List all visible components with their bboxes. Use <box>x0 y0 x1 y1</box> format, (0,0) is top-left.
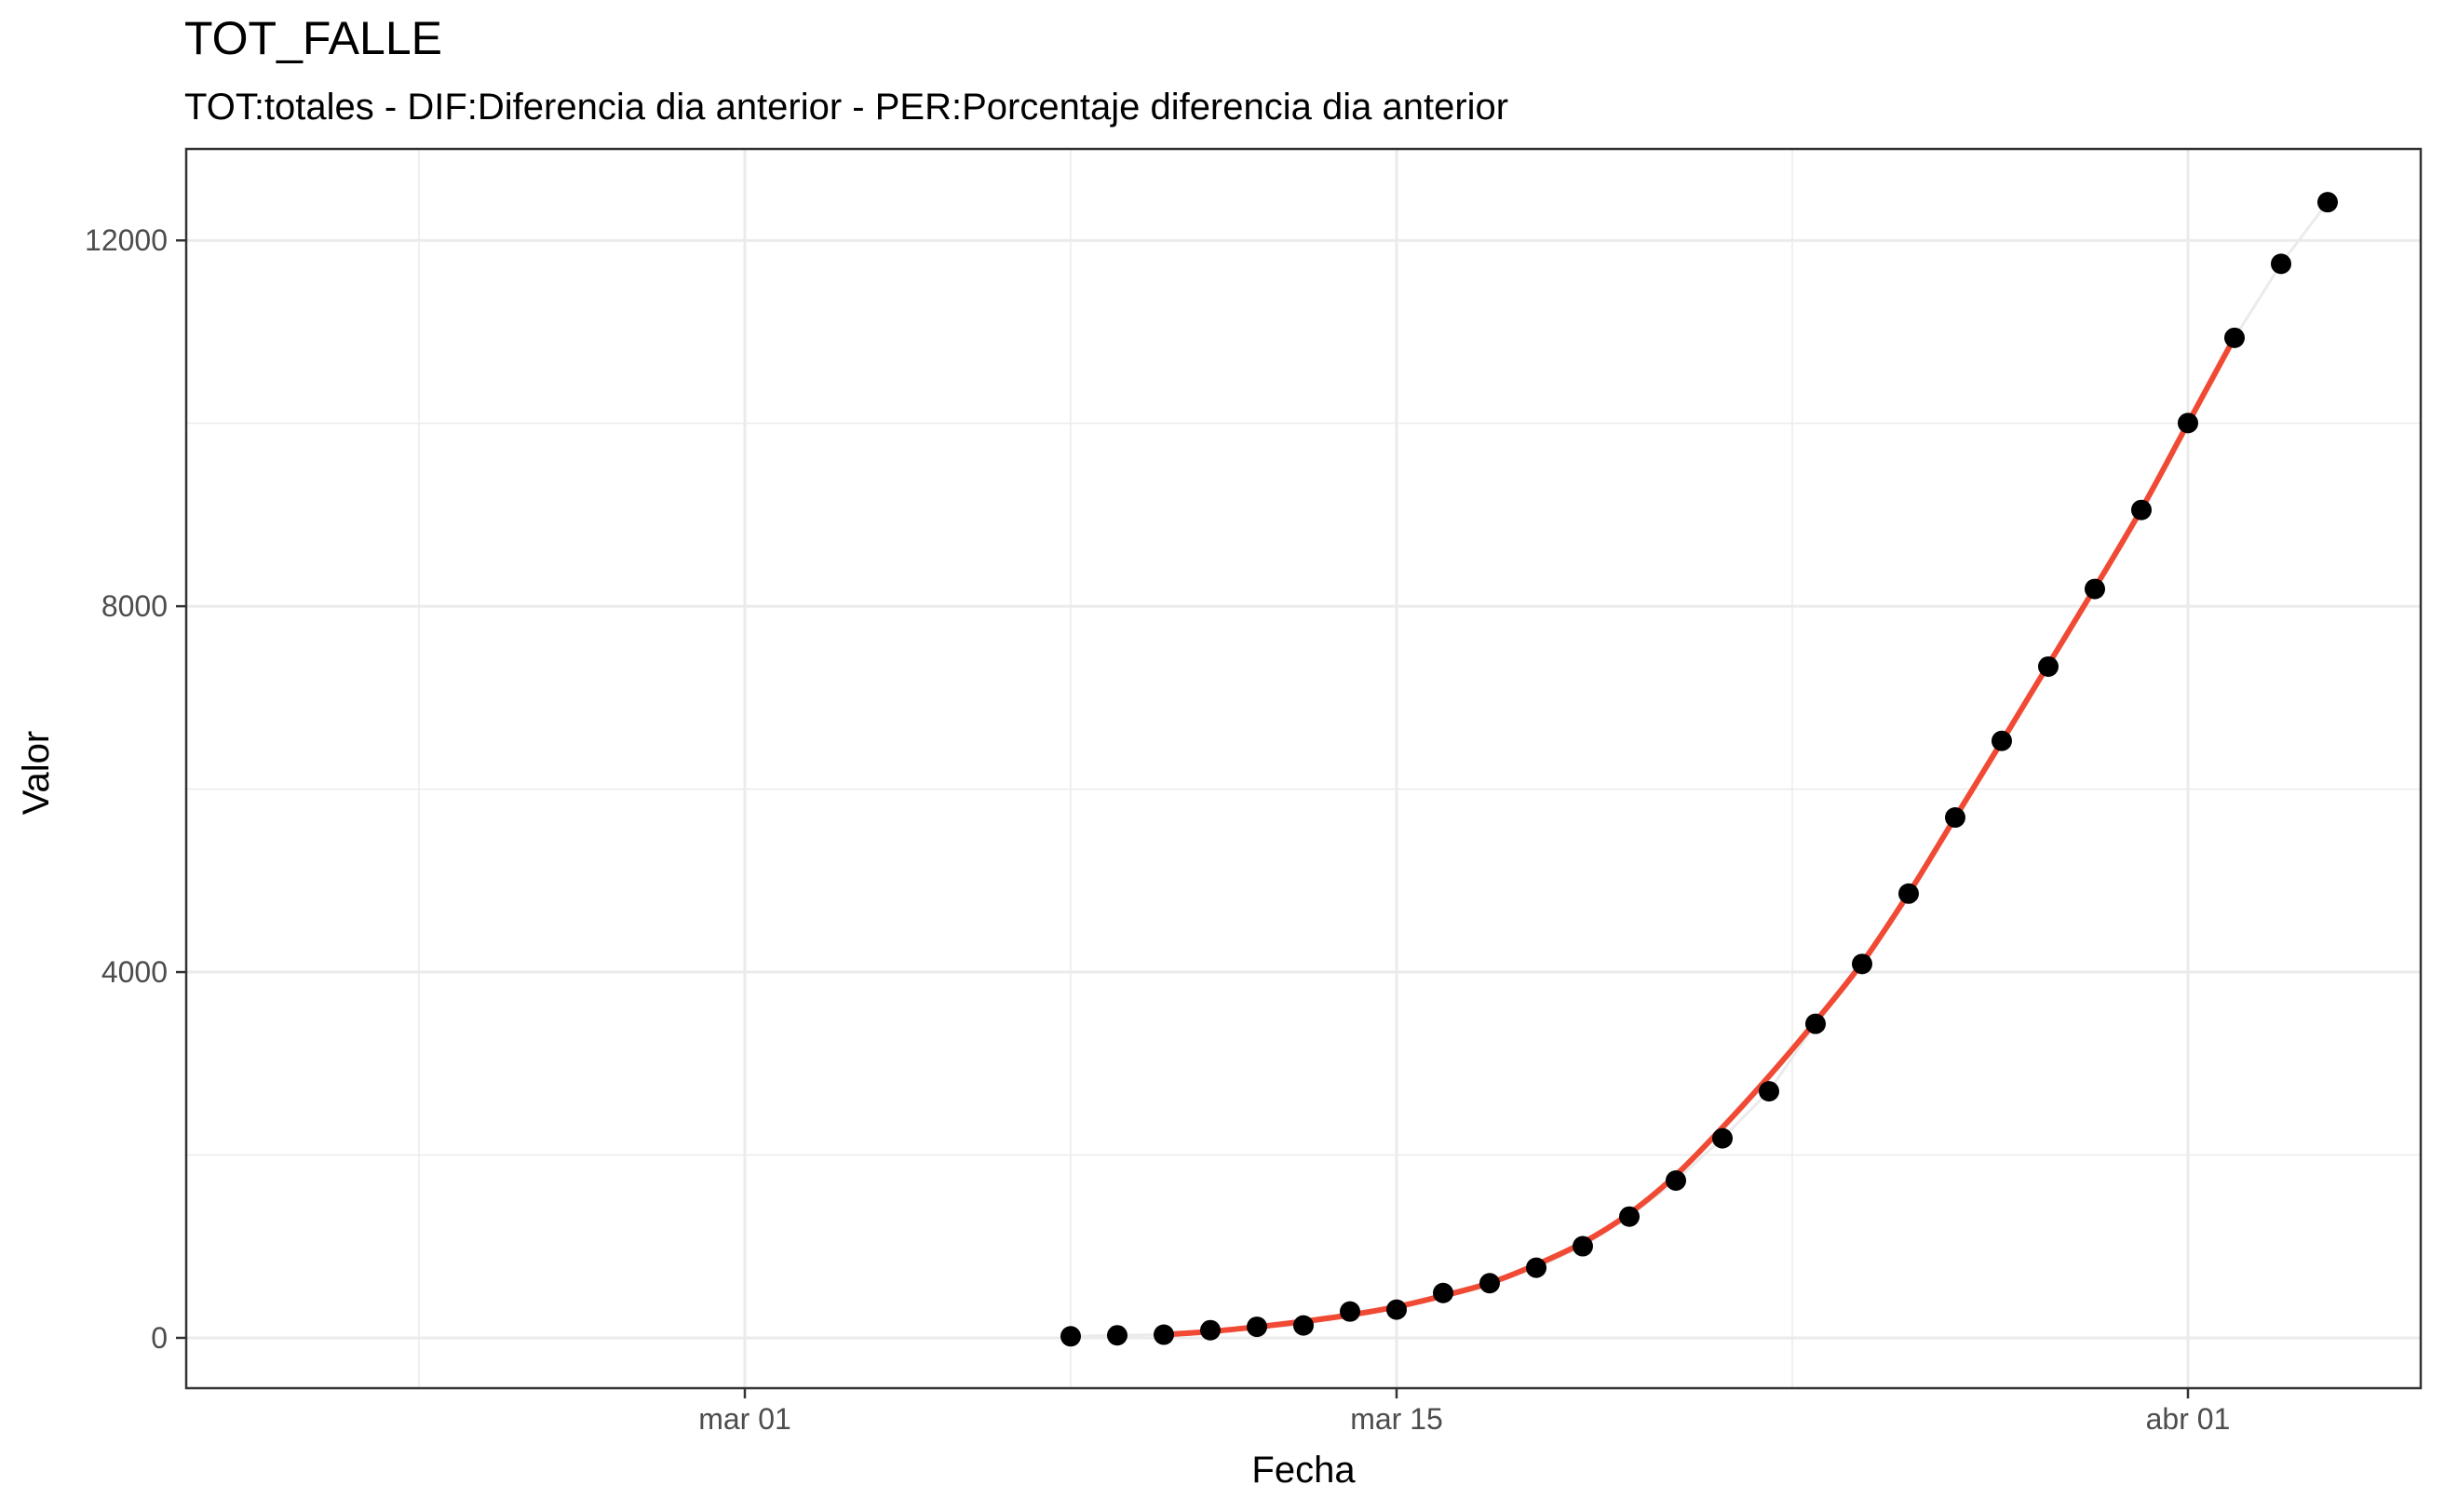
data-point <box>1107 1325 1127 1346</box>
data-point <box>1340 1301 1360 1322</box>
data-point <box>1386 1299 1407 1320</box>
minor-gridlines <box>186 149 2421 1388</box>
data-point <box>1479 1273 1500 1294</box>
x-tick-label: abr 01 <box>2146 1402 2231 1436</box>
data-point <box>2224 327 2245 348</box>
data-point <box>1945 807 1965 829</box>
major-gridlines <box>186 149 2421 1388</box>
y-axis: 0 4000 8000 12000 <box>85 223 186 1355</box>
data-point <box>2317 192 2338 213</box>
data-points <box>1060 192 2338 1347</box>
y-tick-label: 4000 <box>101 955 168 989</box>
chart-title: TOT_FALLE <box>184 12 442 64</box>
plot-panel <box>184 147 2423 1390</box>
data-point <box>1060 1326 1081 1347</box>
x-tick-label: mar 15 <box>1350 1402 1443 1436</box>
data-point <box>1898 883 1919 904</box>
y-axis-title: Valor <box>16 731 57 815</box>
data-point <box>1759 1081 1779 1102</box>
data-point <box>1154 1324 1174 1345</box>
fit-line <box>1163 335 2237 1338</box>
x-axis: mar 01 mar 15 abr 01 <box>698 1388 2230 1436</box>
data-point <box>1805 1013 1826 1034</box>
data-point <box>1200 1319 1221 1341</box>
y-tick-label: 8000 <box>101 589 168 623</box>
data-point <box>2178 412 2198 434</box>
y-tick-label: 0 <box>151 1321 168 1355</box>
x-tick-label: mar 01 <box>698 1402 791 1436</box>
data-point <box>1573 1235 1593 1257</box>
x-axis-title: Fecha <box>1251 1450 1356 1491</box>
data-point <box>1526 1257 1546 1278</box>
data-point <box>2038 655 2059 677</box>
data-point <box>1852 953 1872 975</box>
data-point <box>1666 1170 1686 1192</box>
chart-subtitle: TOT:totales - DIF:Diferencia dia anterio… <box>184 87 1508 128</box>
data-point <box>2085 578 2105 600</box>
data-point <box>1619 1206 1640 1227</box>
data-point <box>1293 1315 1314 1336</box>
data-point <box>1247 1316 1267 1338</box>
data-point <box>2271 253 2291 275</box>
panel-border <box>184 147 2423 1390</box>
y-tick-label: 12000 <box>85 223 168 257</box>
data-point <box>2131 499 2152 520</box>
connector-line <box>1070 201 2329 1338</box>
data-point <box>1712 1127 1733 1149</box>
data-point <box>1992 730 2012 751</box>
data-point <box>1433 1282 1453 1303</box>
